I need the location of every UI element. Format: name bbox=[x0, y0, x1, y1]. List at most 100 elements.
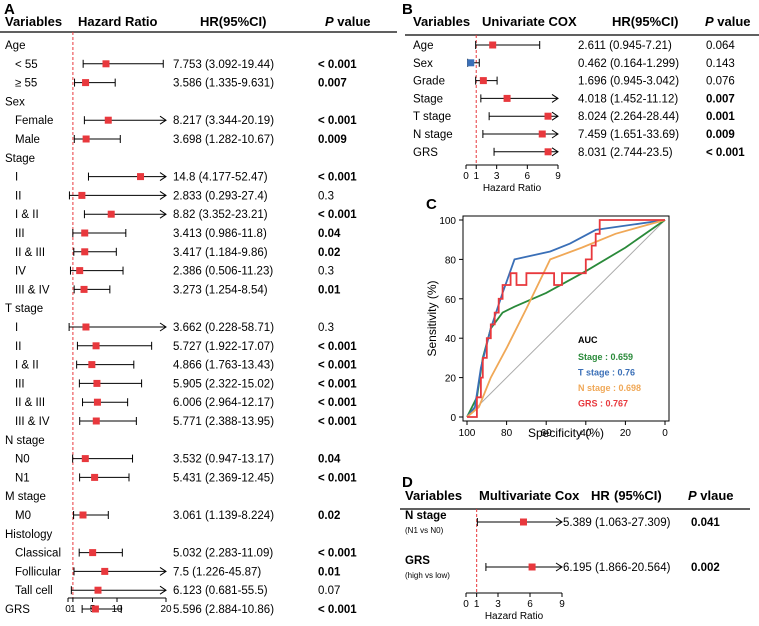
ci-arrow bbox=[159, 172, 167, 182]
hr-ci-value: 3.662 (0.228-58.71) bbox=[173, 322, 274, 334]
ci-arrow bbox=[159, 190, 167, 200]
row-label: III & IV bbox=[15, 284, 50, 296]
ci-arrow bbox=[159, 115, 167, 125]
p-value: < 0.001 bbox=[318, 472, 357, 484]
hr-ci-value: 2.386 (0.506-11.23) bbox=[173, 266, 273, 278]
row-label: N stage bbox=[405, 510, 447, 522]
header-variables: Variables bbox=[413, 14, 470, 29]
hr-marker bbox=[544, 112, 552, 120]
header-variables: Variables bbox=[405, 488, 462, 503]
x-axis-tick-label: 60 bbox=[541, 428, 553, 439]
p-value: < 0.001 bbox=[318, 172, 357, 184]
header-hazard-ratio: Univariate COX bbox=[482, 14, 577, 29]
hr-ci-value: 7.5 (1.226-45.87) bbox=[173, 566, 261, 578]
row-label: T stage bbox=[413, 111, 451, 123]
row-label: III bbox=[15, 378, 25, 390]
row-sublabel: (N1 vs N0) bbox=[405, 526, 444, 535]
hr-marker bbox=[479, 77, 487, 85]
header-ci: (95%CI) bbox=[614, 488, 662, 503]
hr-ci-value: 5.389 (1.063-27.309) bbox=[563, 517, 671, 529]
header-p-italic: P bbox=[325, 14, 334, 29]
p-value: < 0.001 bbox=[318, 209, 357, 221]
p-value: 0.009 bbox=[706, 129, 735, 141]
p-value: 0.01 bbox=[318, 284, 341, 296]
legend-entry: Stage : 0.659 bbox=[578, 352, 633, 362]
row-label: Follicular bbox=[15, 566, 61, 578]
p-value: 0.041 bbox=[691, 517, 720, 529]
diagonal-reference bbox=[466, 219, 666, 418]
hr-ci-value: 3.273 (1.254-8.54) bbox=[173, 284, 268, 296]
legend-title: AUC bbox=[578, 335, 598, 345]
row-label: II bbox=[15, 190, 21, 202]
x-axis-label: Hazard Ratio bbox=[485, 611, 544, 622]
y-axis-tick-label: 40 bbox=[445, 334, 457, 345]
hr-marker bbox=[93, 379, 101, 387]
hr-ci-value: 2.833 (0.293-27.4) bbox=[173, 190, 268, 202]
p-value: < 0.001 bbox=[318, 397, 357, 409]
row-label: Age bbox=[413, 40, 433, 52]
row-label: II bbox=[15, 341, 21, 353]
row-label: Female bbox=[15, 115, 53, 127]
hr-ci-value: 8.031 (2.744-23.5) bbox=[578, 147, 673, 159]
p-value: < 0.001 bbox=[318, 59, 357, 71]
x-axis-tick-label: 9 bbox=[555, 171, 561, 182]
hr-ci-value: 5.905 (2.322-15.02) bbox=[173, 378, 274, 390]
row-label: Sex bbox=[5, 96, 25, 108]
hr-ci-value: 5.727 (1.922-17.07) bbox=[173, 341, 274, 353]
hr-ci-value: 7.753 (3.092-19.44) bbox=[173, 59, 274, 71]
hr-ci-value: 1.696 (0.945-3.042) bbox=[578, 76, 679, 88]
hr-ci-value: 6.195 (1.866-20.564) bbox=[563, 562, 671, 574]
y-axis-tick-label: 0 bbox=[450, 413, 456, 424]
row-label: Age bbox=[5, 40, 25, 52]
ci-arrow bbox=[159, 322, 167, 332]
header-p-value: P value bbox=[325, 14, 371, 29]
x-axis-label: Hazard Ratio bbox=[483, 183, 542, 194]
x-axis-tick-label: 40 bbox=[580, 428, 592, 439]
hr-ci-value: 5.771 (2.388-13.95) bbox=[173, 416, 274, 428]
row-label: Tall cell bbox=[15, 585, 53, 597]
header-hr-ci: HR(95%CI) bbox=[612, 14, 678, 29]
row-label: GRS bbox=[413, 147, 438, 159]
ci-arrow bbox=[551, 147, 559, 157]
header-p-rest: vlaue bbox=[697, 488, 734, 503]
panel-a-forest-plot: Variables Hazard Ratio HR(95%CI) P value 01 5… bbox=[0, 14, 397, 616]
hr-marker bbox=[88, 361, 96, 369]
row-label: Stage bbox=[413, 93, 443, 105]
p-value: < 0.001 bbox=[318, 360, 357, 372]
hr-ci-value: 5.431 (2.369-12.45) bbox=[173, 472, 274, 484]
hr-ci-value: 3.698 (1.282-10.67) bbox=[173, 134, 274, 146]
panel-label-b: B bbox=[402, 1, 413, 18]
p-value: 0.064 bbox=[706, 40, 735, 52]
hr-marker bbox=[79, 511, 87, 519]
row-label: I & II bbox=[15, 209, 39, 221]
plot-frame bbox=[462, 215, 670, 422]
row-label: M stage bbox=[5, 491, 46, 503]
hr-marker bbox=[92, 342, 100, 350]
hr-ci-value: 3.417 (1.184-9.86) bbox=[173, 247, 268, 259]
panel-label-d: D bbox=[402, 474, 413, 491]
header-hr: HR bbox=[591, 488, 610, 503]
p-value: < 0.001 bbox=[318, 416, 357, 428]
legend-entry: T stage : 0.76 bbox=[578, 368, 635, 378]
p-value: 0.04 bbox=[318, 454, 341, 466]
row-label: IV bbox=[15, 266, 26, 278]
p-value: < 0.001 bbox=[318, 341, 357, 353]
p-value: 0.3 bbox=[318, 190, 334, 202]
hr-marker bbox=[80, 285, 88, 293]
hr-marker bbox=[519, 518, 527, 526]
roc-curve-t-stage bbox=[466, 219, 666, 418]
legend-entry: N stage : 0.698 bbox=[578, 383, 641, 393]
x-axis-tick-label: 6 bbox=[525, 171, 531, 182]
row-label: Stage bbox=[5, 153, 35, 165]
x-axis-tick-label: 20 bbox=[160, 604, 172, 615]
hr-ci-value: 8.82 (3.352-23.21) bbox=[173, 209, 268, 221]
hr-marker bbox=[82, 135, 90, 143]
hr-marker bbox=[93, 398, 101, 406]
hr-ci-value: 2.611 (0.945-7.21) bbox=[578, 40, 672, 52]
row-label: Sex bbox=[413, 58, 433, 70]
hr-marker bbox=[528, 563, 536, 571]
hr-ci-value: 8.217 (3.344-20.19) bbox=[173, 115, 274, 127]
row-label: I bbox=[15, 322, 18, 334]
x-axis-tick-label: 0 bbox=[662, 428, 668, 439]
